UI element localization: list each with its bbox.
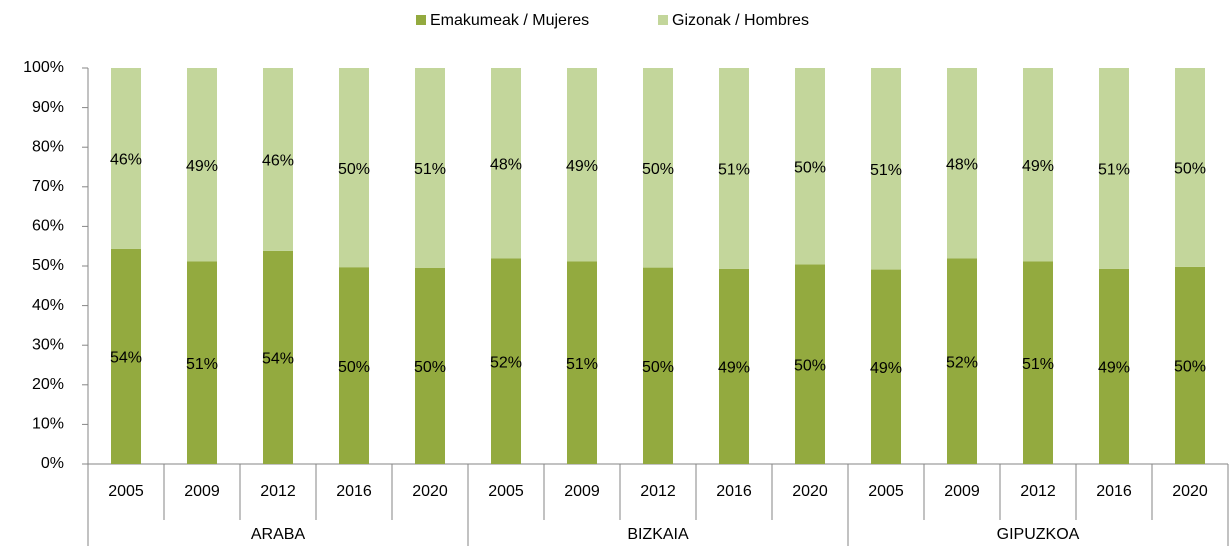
x-tick-label: 2012 (260, 483, 296, 500)
data-label: 50% (338, 161, 370, 178)
data-label: 49% (566, 158, 598, 175)
y-tick-label: 100% (23, 59, 64, 76)
bar-segment (871, 269, 901, 464)
data-label: 46% (110, 152, 142, 169)
bar-segment (643, 68, 673, 268)
y-tick-label: 40% (32, 297, 64, 314)
x-tick-label: 2012 (1020, 483, 1056, 500)
bar-segment (415, 267, 445, 464)
legend-label: Gizonak / Hombres (672, 12, 809, 29)
legend-swatch (658, 15, 668, 25)
x-tick-label: 2005 (108, 483, 144, 500)
data-label: 50% (794, 159, 826, 176)
bar-segment (111, 68, 141, 249)
y-tick-label: 0% (41, 455, 64, 472)
bar-segment (491, 258, 521, 464)
x-tick-label: 2016 (1096, 483, 1132, 500)
bar-segment (947, 258, 977, 464)
data-label: 51% (1022, 356, 1054, 373)
data-label: 48% (490, 156, 522, 173)
data-label: 52% (490, 354, 522, 371)
bar-segment (415, 68, 445, 268)
x-tick-label: 2020 (412, 483, 448, 500)
bar-segment (643, 267, 673, 464)
x-tick-label: 2016 (716, 483, 752, 500)
x-tick-label: 2009 (564, 483, 600, 500)
bar-segment (491, 68, 521, 259)
y-tick-label: 10% (32, 416, 64, 433)
legend-swatch (416, 15, 426, 25)
data-label: 46% (262, 153, 294, 170)
data-label: 51% (186, 356, 218, 373)
bar-segment (871, 68, 901, 270)
data-label: 49% (1022, 158, 1054, 175)
y-tick-label: 30% (32, 336, 64, 353)
bar-segment (263, 68, 293, 251)
legend-label: Emakumeak / Mujeres (430, 12, 589, 29)
data-label: 50% (1174, 359, 1206, 376)
group-label: BIZKAIA (627, 526, 689, 543)
x-tick-label: 2009 (184, 483, 220, 500)
y-tick-label: 70% (32, 178, 64, 195)
bar-segment (1023, 261, 1053, 464)
bar-segment (567, 261, 597, 464)
bar-segment (187, 261, 217, 464)
bar-segment (1023, 68, 1053, 262)
bar-segment (1099, 268, 1129, 464)
bar-segment (111, 248, 141, 464)
bar-segment (263, 250, 293, 464)
bar-segment (339, 68, 369, 268)
bar-segment (187, 68, 217, 262)
bar-segment (1175, 266, 1205, 464)
data-label: 51% (1098, 162, 1130, 179)
y-tick-label: 50% (32, 257, 64, 274)
data-label: 51% (414, 161, 446, 178)
x-tick-label: 2005 (868, 483, 904, 500)
data-label: 49% (870, 360, 902, 377)
data-label: 50% (642, 161, 674, 178)
bar-segment (795, 264, 825, 464)
x-tick-label: 2020 (1172, 483, 1208, 500)
data-label: 54% (110, 350, 142, 367)
data-label: 51% (870, 162, 902, 179)
x-tick-label: 2012 (640, 483, 676, 500)
data-label: 51% (566, 356, 598, 373)
bar-segment (719, 68, 749, 269)
group-label: ARABA (251, 526, 306, 543)
x-tick-label: 2016 (336, 483, 372, 500)
data-label: 48% (946, 156, 978, 173)
y-tick-label: 80% (32, 138, 64, 155)
x-tick-label: 2009 (944, 483, 980, 500)
group-label: GIPUZKOA (997, 526, 1080, 543)
data-label: 51% (718, 162, 750, 179)
bar-segment (947, 68, 977, 259)
data-label: 50% (338, 359, 370, 376)
bar-segment (339, 267, 369, 464)
bar-segment (567, 68, 597, 262)
bar-segment (795, 68, 825, 265)
data-label: 54% (262, 351, 294, 368)
y-tick-label: 60% (32, 218, 64, 235)
bar-segment (1099, 68, 1129, 269)
x-tick-label: 2005 (488, 483, 524, 500)
bar-segment (1175, 68, 1205, 267)
data-label: 49% (186, 158, 218, 175)
y-tick-label: 90% (32, 99, 64, 116)
data-label: 50% (794, 357, 826, 374)
bar-segment (719, 268, 749, 464)
data-label: 52% (946, 354, 978, 371)
data-label: 49% (1098, 360, 1130, 377)
data-label: 50% (1174, 161, 1206, 178)
x-tick-label: 2020 (792, 483, 828, 500)
data-label: 50% (642, 359, 674, 376)
y-tick-label: 20% (32, 376, 64, 393)
data-label: 50% (414, 359, 446, 376)
data-label: 49% (718, 360, 750, 377)
